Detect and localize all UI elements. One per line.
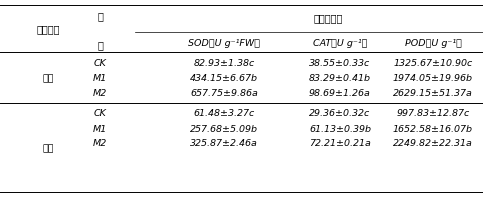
- Text: M1: M1: [93, 124, 107, 133]
- Text: 61.48±3.27c: 61.48±3.27c: [193, 109, 255, 118]
- Text: 处: 处: [97, 11, 103, 21]
- Text: 29.36±0.32c: 29.36±0.32c: [310, 109, 370, 118]
- Text: 82.93±1.38c: 82.93±1.38c: [193, 59, 255, 68]
- Text: 1325.67±10.90c: 1325.67±10.90c: [393, 59, 473, 68]
- Text: 72.21±0.21a: 72.21±0.21a: [309, 139, 371, 148]
- Text: 257.68±5.09b: 257.68±5.09b: [190, 124, 258, 133]
- Text: 中度: 中度: [42, 74, 54, 83]
- Text: 997.83±12.87c: 997.83±12.87c: [397, 109, 469, 118]
- Text: M2: M2: [93, 139, 107, 148]
- Text: CK: CK: [94, 59, 106, 68]
- Text: 保护酶活性: 保护酶活性: [314, 13, 343, 23]
- Text: M1: M1: [93, 74, 107, 83]
- Text: 98.69±1.26a: 98.69±1.26a: [309, 89, 371, 98]
- Text: 38.55±0.33c: 38.55±0.33c: [310, 59, 370, 68]
- Text: 61.13±0.39b: 61.13±0.39b: [309, 124, 371, 133]
- Text: SOD（U g⁻¹FW）: SOD（U g⁻¹FW）: [188, 38, 260, 47]
- Text: CAT（U g⁻¹）: CAT（U g⁻¹）: [313, 38, 367, 47]
- Text: POD（U g⁻¹）: POD（U g⁻¹）: [405, 38, 461, 47]
- Text: 2629.15±51.37a: 2629.15±51.37a: [393, 89, 473, 98]
- Text: 胁迫程度: 胁迫程度: [36, 24, 60, 34]
- Text: M2: M2: [93, 89, 107, 98]
- Text: CK: CK: [94, 109, 106, 118]
- Text: 83.29±0.41b: 83.29±0.41b: [309, 74, 371, 83]
- Text: 434.15±6.67b: 434.15±6.67b: [190, 74, 258, 83]
- Text: 1652.58±16.07b: 1652.58±16.07b: [393, 124, 473, 133]
- Text: 325.87±2.46a: 325.87±2.46a: [190, 139, 258, 148]
- Text: 657.75±9.86a: 657.75±9.86a: [190, 89, 258, 98]
- Text: 2249.82±22.31a: 2249.82±22.31a: [393, 139, 473, 148]
- Text: 理: 理: [97, 40, 103, 50]
- Text: 1974.05±19.96b: 1974.05±19.96b: [393, 74, 473, 83]
- Text: 重度: 重度: [42, 143, 54, 152]
